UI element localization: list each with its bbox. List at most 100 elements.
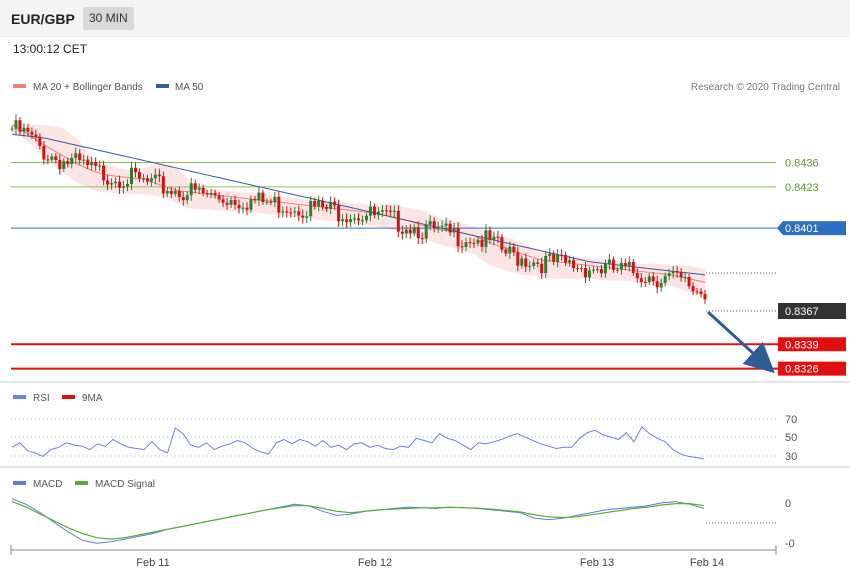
forecast-arrow bbox=[706, 310, 775, 374]
candle-body bbox=[277, 196, 281, 213]
candle-body bbox=[516, 252, 520, 266]
candle-body bbox=[185, 195, 189, 201]
candle-body bbox=[118, 181, 122, 188]
candle-body bbox=[157, 174, 161, 177]
level-badge-pivot bbox=[777, 221, 846, 236]
candle-body bbox=[372, 206, 376, 216]
candle-body bbox=[524, 258, 528, 267]
candle-body bbox=[213, 192, 217, 196]
candle-body bbox=[512, 246, 516, 253]
candle-body bbox=[145, 178, 149, 182]
candle-body bbox=[508, 246, 512, 254]
candle-body bbox=[404, 229, 408, 234]
candle-body bbox=[317, 200, 321, 207]
macd-tick-zero: 0 bbox=[785, 498, 791, 510]
candle-body bbox=[205, 193, 209, 195]
candle-body bbox=[488, 230, 492, 240]
candle-body bbox=[396, 210, 400, 232]
candle-body bbox=[137, 172, 141, 179]
candle-body bbox=[631, 261, 635, 273]
candle-body bbox=[66, 161, 70, 165]
candle-body bbox=[50, 156, 54, 160]
candle-body bbox=[333, 201, 337, 206]
candle-body bbox=[380, 210, 384, 212]
candle-body bbox=[233, 200, 237, 205]
candle-body bbox=[536, 262, 540, 264]
candle-body bbox=[257, 192, 261, 201]
candle-body bbox=[357, 218, 360, 221]
candle-body bbox=[603, 263, 607, 274]
candle-body bbox=[70, 157, 74, 165]
candle-body bbox=[26, 127, 30, 132]
candle-body bbox=[484, 230, 488, 247]
legend-label-macd-signal: MACD Signal bbox=[95, 479, 155, 490]
candle-body bbox=[424, 224, 428, 239]
candle-body bbox=[261, 192, 265, 203]
candle-body bbox=[106, 180, 110, 185]
level-label-resistance: 0.8436 bbox=[785, 157, 819, 169]
candle-body bbox=[241, 207, 245, 209]
candle-body bbox=[408, 229, 412, 234]
legend-label-ma50: MA 50 bbox=[175, 82, 204, 93]
candle-body bbox=[683, 277, 687, 279]
chart-header: EUR/GBP 30 MIN bbox=[0, 0, 850, 37]
candle-body bbox=[301, 215, 305, 218]
x-tick-label: Feb 11 bbox=[136, 557, 169, 569]
macd-signal-line bbox=[11, 501, 705, 540]
level-label-resistance: 0.8423 bbox=[785, 182, 819, 194]
candle-body bbox=[591, 269, 595, 271]
x-tick-label: Feb 12 bbox=[358, 557, 392, 569]
candle-body bbox=[313, 200, 317, 207]
candle-body bbox=[611, 259, 615, 270]
candle-body bbox=[337, 205, 341, 222]
candle-body bbox=[225, 202, 229, 205]
level-badge-support bbox=[778, 337, 846, 352]
legend-swatch-macd-signal bbox=[75, 481, 88, 485]
candle-body bbox=[209, 192, 213, 195]
candle-body bbox=[281, 211, 285, 213]
candle-body bbox=[564, 254, 568, 263]
ma50-line bbox=[11, 133, 706, 276]
candle-body bbox=[428, 221, 432, 225]
candle-body bbox=[480, 239, 484, 247]
rsi-tick-50: 50 bbox=[785, 432, 797, 444]
candle-body bbox=[165, 190, 169, 194]
candle-body bbox=[161, 176, 165, 194]
legend-label-bollinger: MA 20 + Bollinger Bands bbox=[33, 82, 143, 93]
candle-body bbox=[643, 281, 647, 283]
candle-body bbox=[98, 165, 102, 167]
candle-body bbox=[376, 211, 380, 216]
candle-body bbox=[285, 211, 289, 213]
candle-body bbox=[703, 294, 707, 300]
level-label-support: 0.8326 bbox=[785, 364, 819, 376]
candle-body bbox=[576, 268, 580, 270]
candle-body bbox=[74, 153, 78, 158]
candle-body bbox=[349, 219, 353, 222]
candle-body bbox=[500, 237, 504, 250]
candle-body bbox=[217, 195, 221, 200]
timeframe-button[interactable]: 30 MIN bbox=[83, 7, 134, 30]
candle-body bbox=[699, 291, 703, 295]
x-tick-label: Feb 14 bbox=[690, 557, 724, 569]
candle-body bbox=[472, 243, 476, 245]
candle-body bbox=[297, 211, 301, 216]
candle-body bbox=[496, 236, 500, 238]
candle-body bbox=[10, 128, 14, 130]
candle-body bbox=[122, 186, 126, 188]
candle-body bbox=[651, 276, 655, 282]
credit-text: Research © 2020 Trading Central bbox=[691, 82, 840, 93]
candle-body bbox=[42, 146, 46, 160]
legend-swatch-ma50 bbox=[156, 84, 169, 88]
candle-body bbox=[114, 181, 118, 184]
candle-body bbox=[181, 196, 185, 201]
candle-body bbox=[392, 210, 396, 212]
candle-body bbox=[193, 183, 197, 190]
candle-body bbox=[552, 253, 556, 262]
candle-body bbox=[560, 254, 564, 256]
candle-body bbox=[623, 263, 627, 266]
candle-body bbox=[468, 242, 472, 244]
candle-body bbox=[448, 223, 452, 233]
candle-body bbox=[444, 223, 448, 226]
candle-body bbox=[675, 271, 679, 273]
candle-body bbox=[627, 261, 631, 266]
